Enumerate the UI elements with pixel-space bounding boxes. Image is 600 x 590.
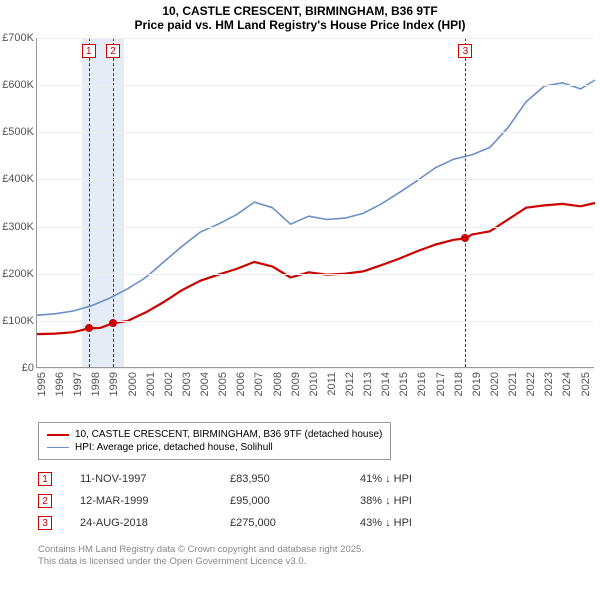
xtick-label: 2014 (380, 372, 392, 396)
sale-dot (461, 234, 469, 242)
legend-swatch (47, 447, 69, 448)
hpi-line (37, 80, 595, 315)
xtick-label: 2010 (308, 372, 320, 396)
sale-dot (109, 319, 117, 327)
xtick-label: 2011 (326, 372, 338, 396)
ytick-label: £200K (2, 268, 34, 280)
xtick-label: 2001 (145, 372, 157, 396)
legend-swatch (47, 434, 69, 436)
ytick-label: £600K (2, 79, 34, 91)
xtick-label: 2000 (127, 372, 139, 396)
xtick-label: 2015 (398, 372, 410, 396)
sales-date: 24-AUG-2018 (80, 517, 230, 529)
xtick-label: 2002 (163, 372, 175, 396)
ytick-label: £700K (2, 32, 34, 44)
xtick-label: 2013 (362, 372, 374, 396)
xtick-label: 2007 (253, 372, 265, 396)
legend-row: HPI: Average price, detached house, Soli… (47, 442, 382, 453)
xtick-label: 1999 (108, 372, 120, 396)
xtick-label: 2024 (561, 372, 573, 396)
legend-row: 10, CASTLE CRESCENT, BIRMINGHAM, B36 9TF… (47, 429, 382, 440)
xtick-label: 1995 (36, 372, 48, 396)
sales-price: £83,950 (230, 473, 360, 485)
xtick-label: 2005 (217, 372, 229, 396)
legend-box: 10, CASTLE CRESCENT, BIRMINGHAM, B36 9TF… (38, 422, 391, 460)
marker-badge: 1 (82, 44, 96, 58)
sale-dot (85, 324, 93, 332)
marker-badge: 3 (458, 44, 472, 58)
xtick-label: 2009 (290, 372, 302, 396)
sales-badge: 3 (38, 516, 52, 530)
gridline-y (37, 85, 594, 86)
xtick-label: 1997 (72, 372, 84, 396)
xtick-label: 2008 (272, 372, 284, 396)
sales-row: 1 11-NOV-1997£83,95041% ↓ HPI (38, 468, 412, 490)
gridline-y (37, 368, 594, 369)
sales-row: 3 24-AUG-2018£275,00043% ↓ HPI (38, 512, 412, 534)
plot-region: 12 3 (36, 38, 594, 368)
title-subtitle: Price paid vs. HM Land Registry's House … (0, 18, 600, 32)
footer-line2: This data is licensed under the Open Gov… (38, 556, 364, 568)
sales-price: £275,000 (230, 517, 360, 529)
xtick-label: 2021 (507, 372, 519, 396)
sales-ratio: 38% ↓ HPI (360, 495, 412, 507)
xtick-label: 2003 (181, 372, 193, 396)
legend-label: HPI: Average price, detached house, Soli… (75, 442, 273, 453)
xtick-label: 2006 (235, 372, 247, 396)
ytick-label: £400K (2, 173, 34, 185)
xtick-label: 2022 (525, 372, 537, 396)
sales-badge: 1 (38, 472, 52, 486)
xtick-label: 2023 (543, 372, 555, 396)
sales-ratio: 41% ↓ HPI (360, 473, 412, 485)
chart-area: 123 £0£100K£200K£300K£400K£500K£600K£700… (0, 38, 600, 418)
xtick-label: 1996 (54, 372, 66, 396)
xtick-label: 2012 (344, 372, 356, 396)
gridline-y (37, 38, 594, 39)
gridline-y (37, 227, 594, 228)
ytick-label: £300K (2, 221, 34, 233)
property-line (37, 203, 595, 334)
xtick-label: 2019 (471, 372, 483, 396)
xtick-label: 2016 (416, 372, 428, 396)
sales-row: 2 12-MAR-1999£95,00038% ↓ HPI (38, 490, 412, 512)
legend-label: 10, CASTLE CRESCENT, BIRMINGHAM, B36 9TF… (75, 429, 382, 440)
xtick-label: 2017 (435, 372, 447, 396)
gridline-y (37, 321, 594, 322)
xtick-label: 2025 (580, 372, 592, 396)
ytick-label: £0 (22, 362, 34, 374)
ytick-label: £100K (2, 315, 34, 327)
sales-date: 12-MAR-1999 (80, 495, 230, 507)
sales-badge: 2 (38, 494, 52, 508)
title-block: 10, CASTLE CRESCENT, BIRMINGHAM, B36 9TF… (0, 0, 600, 32)
gridline-y (37, 274, 594, 275)
sales-date: 11-NOV-1997 (80, 473, 230, 485)
marker-badge: 2 (106, 44, 120, 58)
sales-table: 1 11-NOV-1997£83,95041% ↓ HPI 2 12-MAR-1999… (38, 468, 412, 534)
title-address: 10, CASTLE CRESCENT, BIRMINGHAM, B36 9TF (0, 4, 600, 18)
xtick-label: 1998 (90, 372, 102, 396)
sales-ratio: 43% ↓ HPI (360, 517, 412, 529)
xtick-label: 2018 (453, 372, 465, 396)
xtick-label: 2020 (489, 372, 501, 396)
ytick-label: £500K (2, 126, 34, 138)
gridline-y (37, 132, 594, 133)
series-svg (37, 38, 594, 367)
page-root: 10, CASTLE CRESCENT, BIRMINGHAM, B36 9TF… (0, 0, 600, 590)
gridline-y (37, 179, 594, 180)
footer-attribution: Contains HM Land Registry data © Crown c… (38, 544, 364, 569)
sales-price: £95,000 (230, 495, 360, 507)
xtick-label: 2004 (199, 372, 211, 396)
footer-line1: Contains HM Land Registry data © Crown c… (38, 544, 364, 556)
